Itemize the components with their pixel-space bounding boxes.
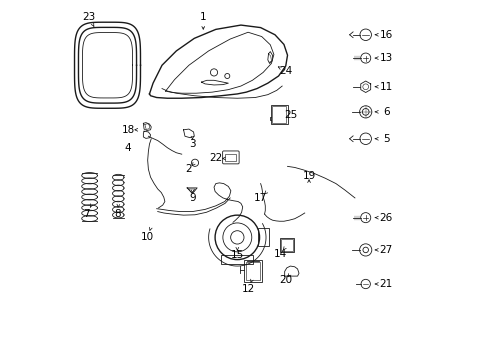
Bar <box>244 260 261 282</box>
Text: 16: 16 <box>379 30 392 40</box>
Text: 5: 5 <box>382 134 388 144</box>
Text: 9: 9 <box>189 193 195 203</box>
Bar <box>281 239 292 251</box>
Text: 11: 11 <box>379 82 392 92</box>
Text: 3: 3 <box>189 139 195 149</box>
Text: 23: 23 <box>81 12 95 22</box>
Bar <box>271 105 287 125</box>
Text: 2: 2 <box>185 164 192 174</box>
Text: 17: 17 <box>253 193 267 203</box>
Text: 14: 14 <box>273 248 286 258</box>
Bar <box>246 262 260 280</box>
Text: 4: 4 <box>124 143 131 153</box>
Text: 1: 1 <box>200 12 206 22</box>
Text: 10: 10 <box>141 232 154 242</box>
Text: 13: 13 <box>379 53 392 63</box>
Text: 21: 21 <box>379 279 392 289</box>
Text: 7: 7 <box>83 209 90 219</box>
Bar <box>257 228 269 246</box>
Text: 27: 27 <box>379 245 392 255</box>
Text: 26: 26 <box>379 213 392 222</box>
Text: 20: 20 <box>279 275 292 285</box>
Text: 8: 8 <box>114 209 120 219</box>
Bar <box>280 238 293 252</box>
Text: 12: 12 <box>241 284 254 294</box>
Text: 6: 6 <box>382 107 388 117</box>
Bar <box>225 154 236 161</box>
Text: 25: 25 <box>284 111 297 121</box>
Text: 24: 24 <box>279 66 292 76</box>
Text: 18: 18 <box>121 125 134 135</box>
Text: 15: 15 <box>230 250 244 260</box>
Bar <box>221 255 253 264</box>
Bar <box>272 106 286 123</box>
Text: 19: 19 <box>302 171 315 181</box>
Text: 22: 22 <box>209 153 222 163</box>
